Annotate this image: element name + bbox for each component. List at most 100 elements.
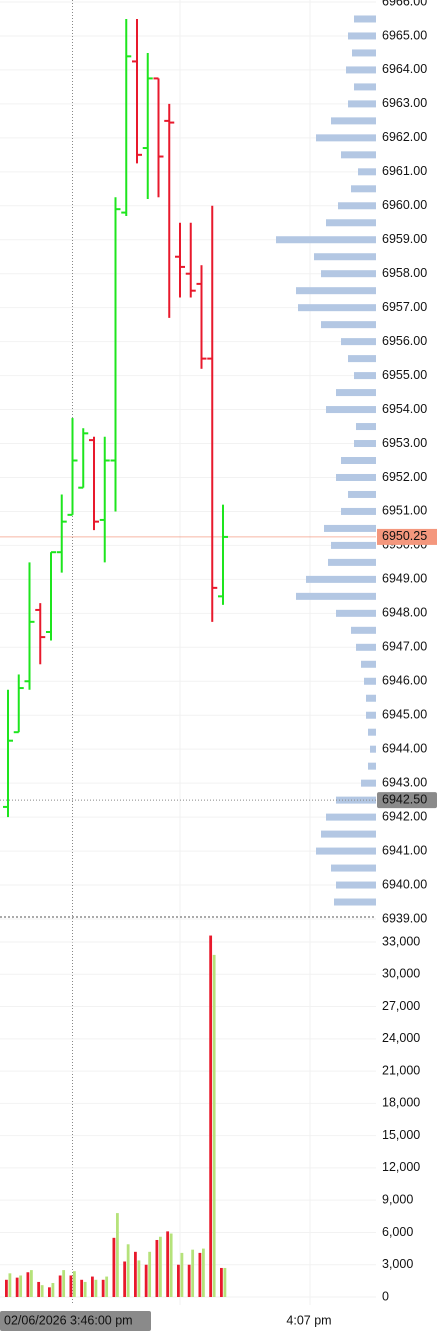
volume-bar bbox=[180, 1252, 184, 1297]
profile-bar bbox=[276, 236, 376, 244]
profile-bar bbox=[336, 796, 376, 804]
profile-bar bbox=[348, 355, 376, 363]
volume-bar bbox=[144, 1264, 148, 1297]
volume-bar bbox=[134, 1251, 137, 1297]
profile-bar bbox=[351, 185, 376, 193]
volume-bar bbox=[202, 1248, 205, 1297]
y-tick-label: 6965.00 bbox=[382, 28, 427, 42]
profile-bar bbox=[321, 270, 376, 278]
profile-bar bbox=[321, 321, 376, 329]
volume-bar bbox=[48, 1287, 51, 1297]
y-tick-label: 12,000 bbox=[382, 1160, 420, 1174]
volume-bar bbox=[94, 1279, 98, 1297]
y-tick-label: 6963.00 bbox=[382, 96, 427, 110]
profile-bar bbox=[296, 287, 376, 295]
volume-bar bbox=[19, 1275, 23, 1297]
y-tick-label: 6955.00 bbox=[382, 368, 427, 382]
volume-bar bbox=[166, 1231, 170, 1297]
y-tick-label: 6961.00 bbox=[382, 164, 427, 178]
crosshair-time-box bbox=[0, 1311, 151, 1331]
y-tick-label: 6946.00 bbox=[382, 674, 427, 688]
profile-bar bbox=[324, 524, 376, 532]
volume-bar bbox=[51, 1283, 55, 1297]
profile-bar bbox=[366, 694, 376, 702]
profile-bar bbox=[368, 762, 376, 770]
volume-bar bbox=[177, 1264, 180, 1297]
profile-bar bbox=[356, 643, 376, 651]
volume-bar bbox=[198, 1252, 202, 1297]
volume-bar bbox=[91, 1276, 94, 1297]
profile-bar bbox=[328, 558, 376, 566]
profile-bar bbox=[351, 626, 376, 634]
profile-bar bbox=[370, 745, 376, 753]
volume-bar bbox=[209, 935, 213, 1297]
volume-bar bbox=[123, 1261, 127, 1297]
volume-bar bbox=[223, 1267, 227, 1297]
profile-bar bbox=[348, 32, 376, 40]
volume-bar bbox=[148, 1251, 152, 1297]
y-tick-label: 27,000 bbox=[382, 999, 420, 1013]
profile-bar bbox=[326, 406, 376, 414]
y-tick-label: 6939.00 bbox=[382, 911, 427, 925]
profile-bar bbox=[331, 541, 376, 549]
profile-bar bbox=[306, 575, 376, 583]
volume-bar bbox=[191, 1249, 195, 1297]
profile-bar bbox=[326, 813, 376, 821]
profile-bar bbox=[361, 779, 376, 787]
last-price-label: 6950.25 bbox=[382, 529, 427, 543]
crosshair-price-label: 6942.50 bbox=[382, 792, 427, 806]
y-tick-label: 6959.00 bbox=[382, 232, 427, 246]
profile-bar bbox=[364, 677, 376, 685]
x-tick-label: 4:07 pm bbox=[286, 1313, 331, 1327]
volume-bar bbox=[159, 1236, 162, 1297]
volume-bar bbox=[155, 1239, 159, 1297]
y-tick-label: 24,000 bbox=[382, 1031, 420, 1045]
volume-bar bbox=[30, 1270, 33, 1297]
y-tick-label: 33,000 bbox=[382, 934, 420, 948]
profile-bar bbox=[361, 660, 376, 668]
y-tick-label: 30,000 bbox=[382, 967, 420, 981]
volume-bar bbox=[220, 1267, 223, 1297]
y-tick-label: 6966.00 bbox=[382, 0, 427, 8]
volume-bar bbox=[126, 1244, 130, 1297]
profile-bar bbox=[334, 898, 376, 906]
profile-bar bbox=[341, 338, 376, 346]
y-tick-label: 6941.00 bbox=[382, 843, 427, 857]
y-tick-label: 6949.00 bbox=[382, 572, 427, 586]
profile-bar bbox=[341, 457, 376, 464]
y-tick-label: 6964.00 bbox=[382, 62, 427, 76]
y-tick-label: 18,000 bbox=[382, 1096, 420, 1110]
volume-bar bbox=[15, 1277, 19, 1297]
y-tick-label: 6947.00 bbox=[382, 640, 427, 654]
profile-bar bbox=[356, 423, 376, 431]
profile-bar bbox=[296, 592, 376, 600]
profile-bar bbox=[341, 151, 376, 159]
y-tick-label: 6945.00 bbox=[382, 708, 427, 722]
y-tick-label: 6948.00 bbox=[382, 606, 427, 620]
profile-bar bbox=[354, 440, 376, 448]
volume-bar bbox=[37, 1281, 41, 1297]
profile-bar bbox=[341, 507, 376, 515]
profile-bar bbox=[314, 253, 376, 261]
profile-bar bbox=[316, 134, 376, 142]
profile-bar bbox=[346, 66, 376, 74]
last-price-box bbox=[377, 528, 437, 545]
profile-bar bbox=[298, 304, 376, 312]
y-tick-label: 6960.00 bbox=[382, 198, 427, 212]
volume-bar bbox=[83, 1281, 87, 1297]
volume-bar bbox=[58, 1275, 62, 1297]
volume-bar bbox=[26, 1272, 30, 1297]
profile-bar bbox=[352, 49, 376, 57]
volume-bar bbox=[212, 954, 216, 1297]
y-tick-label: 6940.00 bbox=[382, 877, 427, 891]
y-tick-label: 6954.00 bbox=[382, 402, 427, 416]
y-tick-label: 6958.00 bbox=[382, 266, 427, 280]
profile-bar bbox=[336, 609, 376, 617]
y-tick-label: 6962.00 bbox=[382, 130, 427, 144]
volume-bar bbox=[73, 1271, 76, 1297]
profile-bar bbox=[366, 711, 376, 719]
profile-bar bbox=[354, 372, 376, 380]
y-tick-label: 6942.00 bbox=[382, 809, 427, 823]
